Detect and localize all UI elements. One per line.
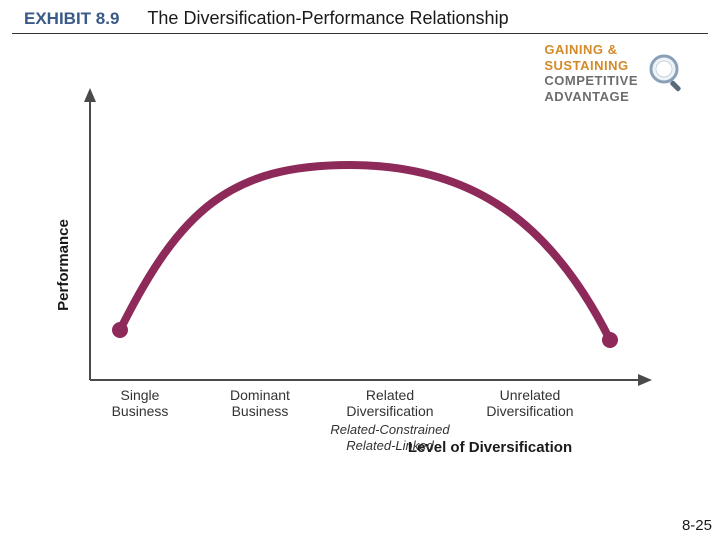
chart-area: PerformanceLevel of DiversificationSingl… <box>50 80 670 460</box>
x-category-italic: Related-Constrained <box>330 422 450 437</box>
badge-line-1: GAINING & <box>544 42 638 58</box>
x-category-top: Unrelated <box>500 387 561 403</box>
x-category-italic: Related-Linked <box>346 438 434 453</box>
performance-curve <box>120 165 610 340</box>
x-category-bottom: Business <box>232 403 289 419</box>
x-category-top: Related <box>366 387 414 403</box>
curve-end-point <box>602 332 618 348</box>
page-title: The Diversification-Performance Relation… <box>147 8 508 29</box>
x-category-bottom: Diversification <box>346 403 433 419</box>
x-category-bottom: Business <box>112 403 169 419</box>
y-axis-label: Performance <box>55 219 72 311</box>
x-category-bottom: Diversification <box>486 403 573 419</box>
x-category-top: Dominant <box>230 387 290 403</box>
page-number: 8-25 <box>682 517 712 534</box>
chart-svg: PerformanceLevel of DiversificationSingl… <box>50 80 670 460</box>
curve-start-point <box>112 322 128 338</box>
badge-line-2: SUSTAINING <box>544 58 638 74</box>
header-bar: EXHIBIT 8.9 The Diversification-Performa… <box>12 0 708 34</box>
x-category-top: Single <box>121 387 160 403</box>
exhibit-label: EXHIBIT 8.9 <box>24 9 119 29</box>
